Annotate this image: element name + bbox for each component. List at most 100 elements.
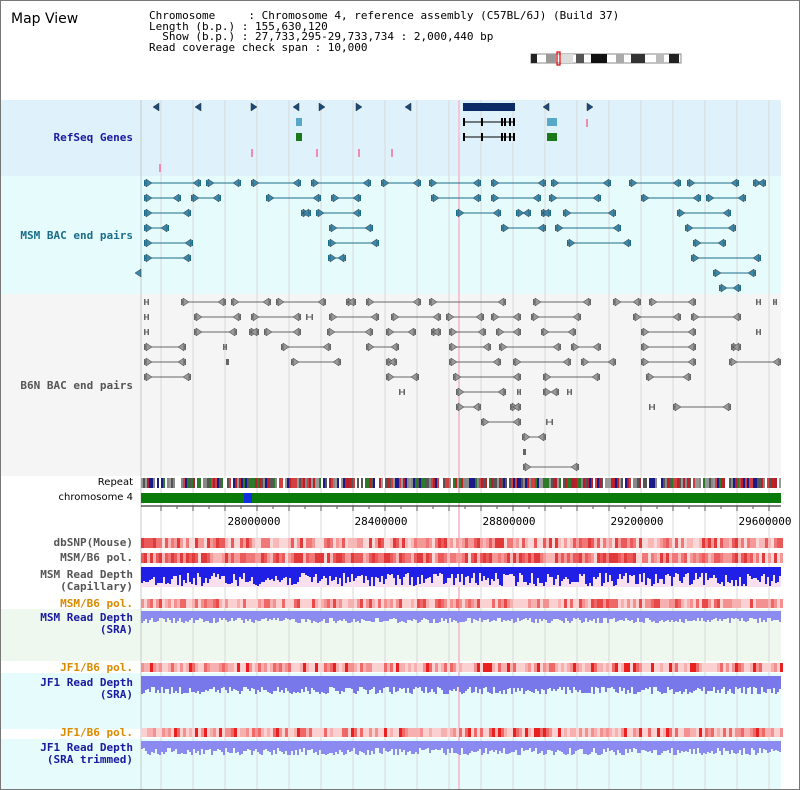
jf1-pol-cell bbox=[558, 663, 561, 672]
jf1-pol-trim-cell bbox=[762, 728, 765, 737]
jf1-pol-trim-cell bbox=[639, 728, 642, 737]
msm-capillary-depth-bar bbox=[413, 567, 415, 586]
jf1-pol-trim-cell bbox=[303, 728, 306, 737]
msm-capillary-depth-bar bbox=[201, 567, 203, 586]
msm-pol-cell bbox=[669, 553, 672, 563]
bac-end bbox=[482, 314, 484, 320]
bac-end bbox=[354, 299, 356, 305]
jf1-pol-cell bbox=[399, 663, 402, 672]
msm-sra-depth-bar bbox=[151, 611, 153, 618]
msm-sra-depth-bar bbox=[481, 611, 483, 622]
dbsnp-cell bbox=[336, 538, 339, 548]
msm-pol-cell bbox=[594, 553, 597, 563]
msm-depth-capillary-label[interactable]: MSM Read Depth (Capillary) bbox=[40, 568, 133, 593]
msm-b6-pol-label[interactable]: MSM/B6 pol. bbox=[60, 551, 133, 564]
repeat-segment bbox=[533, 478, 535, 488]
repeat-segment bbox=[251, 478, 253, 488]
bac-end-arrow bbox=[330, 312, 338, 322]
jf1-pol-cell bbox=[141, 663, 144, 672]
jf1-pol-trim-cell bbox=[591, 728, 594, 737]
jf1-sra-depth-bar bbox=[501, 676, 503, 694]
repeat-segment bbox=[317, 478, 319, 488]
msm-pol-cell bbox=[522, 553, 525, 563]
msm-pol-cell bbox=[213, 553, 216, 563]
msm-pol-sra-cell bbox=[306, 599, 309, 608]
msm-pol-cell bbox=[429, 553, 432, 563]
jf1-trim-depth-bar bbox=[163, 741, 165, 754]
bac-end bbox=[677, 210, 679, 216]
msm-capillary-depth-bar bbox=[727, 567, 729, 582]
msm-capillary-depth-bar bbox=[595, 567, 597, 579]
msm-sra-depth-bar bbox=[225, 611, 227, 620]
repeat-segment bbox=[485, 478, 487, 488]
dbsnp-cell bbox=[375, 538, 378, 548]
bac-end-arrow bbox=[472, 193, 480, 203]
msm-sra-depth-bar bbox=[387, 611, 389, 621]
jf1-b6-pol-trim-label[interactable]: JF1/B6 pol. bbox=[60, 726, 133, 739]
jf1-sra-depth-bar bbox=[383, 676, 385, 688]
dbsnp-label[interactable]: dbSNP(Mouse) bbox=[53, 536, 133, 549]
msm-capillary-depth-bar bbox=[733, 567, 735, 586]
repeat-segment bbox=[657, 478, 659, 488]
bac-end bbox=[496, 329, 498, 335]
bac-end bbox=[311, 314, 313, 320]
jf1-pol-cell bbox=[471, 663, 474, 672]
bac-end bbox=[729, 404, 731, 410]
msm-capillary-depth-bar bbox=[571, 567, 573, 582]
jf1-trim-depth-bar bbox=[355, 741, 357, 754]
msm-capillary-depth-bar bbox=[441, 567, 443, 574]
bac-end bbox=[689, 374, 691, 380]
refseq-genes-label[interactable]: RefSeq Genes bbox=[53, 131, 133, 144]
jf1-pol-cell bbox=[564, 663, 567, 672]
jf1-trim-depth-bar bbox=[155, 741, 157, 749]
msm-b6-pol-sra-label[interactable]: MSM/B6 pol. bbox=[60, 597, 133, 610]
bac-end bbox=[574, 329, 576, 335]
msm-pol-sra-cell bbox=[543, 599, 546, 608]
repeat-segment bbox=[253, 478, 255, 488]
jf1-trim-depth-bar bbox=[661, 741, 663, 753]
msm-pol-cell bbox=[231, 553, 234, 563]
dbsnp-cell bbox=[363, 538, 366, 548]
jf1-trim-depth-bar bbox=[499, 741, 501, 751]
jf1-depth-sra-label[interactable]: JF1 Read Depth (SRA) bbox=[40, 676, 133, 701]
jf1-b6-pol-label[interactable]: JF1/B6 pol. bbox=[60, 661, 133, 674]
jf1-depth-trim-label[interactable]: JF1 Read Depth (SRA trimmed) bbox=[40, 741, 133, 766]
msm-pol-sra-cell bbox=[519, 599, 522, 608]
bac-end-arrow bbox=[134, 268, 142, 278]
dbsnp-cell bbox=[216, 538, 219, 548]
jf1-sra-depth-bar bbox=[569, 676, 571, 690]
jf1-trim-depth-bar bbox=[159, 741, 161, 755]
msm-pol-sra-cell bbox=[774, 599, 777, 608]
msm-sra-depth-bar bbox=[273, 611, 275, 618]
repeat-segment bbox=[477, 478, 479, 488]
msm-capillary-depth-bar bbox=[287, 567, 289, 585]
jf1-sra-depth-bar bbox=[235, 676, 237, 690]
repeat-segment bbox=[763, 478, 765, 488]
jf1-trim-depth-bar bbox=[231, 741, 233, 753]
repeat-segment bbox=[141, 478, 143, 488]
b6n-bac-label[interactable]: B6N BAC end pairs bbox=[20, 379, 133, 392]
jf1-sra-depth-bar bbox=[333, 676, 335, 688]
jf1-pol-cell bbox=[696, 663, 699, 672]
jf1-sra-depth-bar bbox=[161, 676, 163, 687]
jf1-trim-depth-bar bbox=[767, 741, 769, 753]
jf1-pol-trim-cell bbox=[633, 728, 636, 737]
msm-depth-sra-label[interactable]: MSM Read Depth (SRA) bbox=[40, 611, 133, 636]
chromosome-ideogram[interactable] bbox=[530, 51, 682, 66]
bac-end bbox=[251, 314, 253, 320]
bac-end bbox=[456, 389, 458, 395]
bac-end bbox=[641, 195, 643, 201]
dbsnp-cell bbox=[738, 538, 741, 548]
bac-end bbox=[687, 180, 689, 186]
msm-bac-label[interactable]: MSM BAC end pairs bbox=[20, 229, 133, 242]
jf1-pol-cell bbox=[270, 663, 273, 672]
jf1-pol-trim-cell bbox=[279, 728, 282, 737]
jf1-pol-trim-cell bbox=[576, 728, 579, 737]
msm-sra-depth-bar bbox=[367, 611, 369, 621]
msm-sra-depth-bar bbox=[719, 611, 721, 619]
repeat-segment bbox=[561, 478, 563, 488]
bac-end-arrow bbox=[537, 178, 545, 188]
jf1-sra-depth-bar bbox=[777, 676, 779, 692]
repeat-segment bbox=[525, 478, 527, 488]
